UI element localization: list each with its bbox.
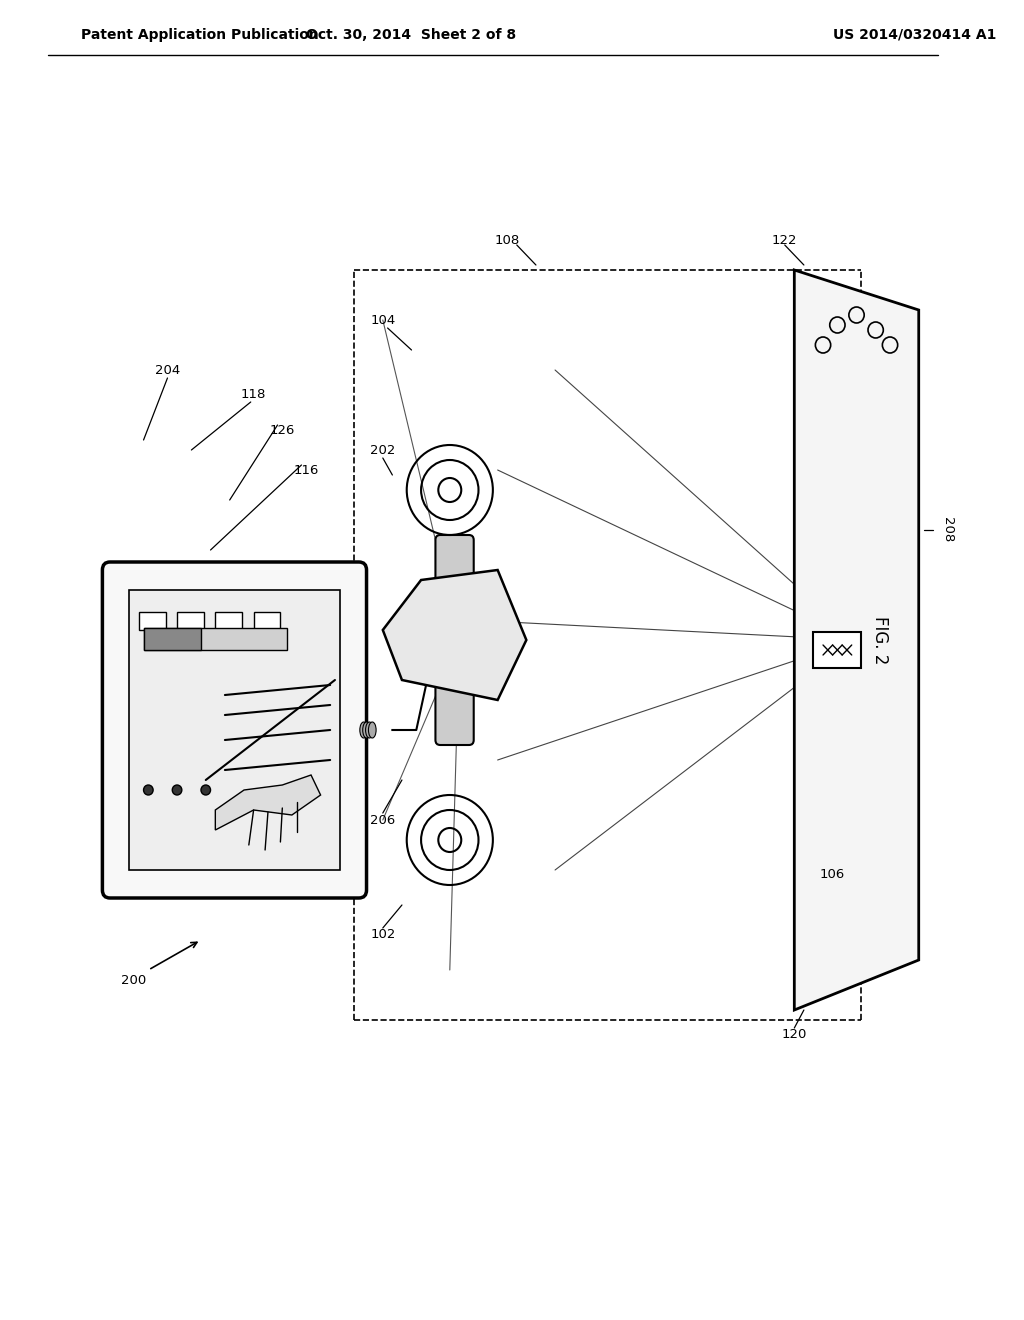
Bar bbox=[129, 590, 340, 870]
Text: 104: 104 bbox=[371, 314, 395, 326]
Text: FIG. 2: FIG. 2 bbox=[871, 616, 890, 664]
Polygon shape bbox=[795, 271, 919, 1010]
Text: 114: 114 bbox=[163, 784, 187, 796]
Text: 118: 118 bbox=[241, 388, 266, 401]
Bar bbox=[215, 612, 242, 630]
Text: 126: 126 bbox=[269, 424, 295, 437]
Text: 204: 204 bbox=[155, 363, 180, 376]
Bar bbox=[143, 628, 201, 649]
Polygon shape bbox=[215, 775, 321, 830]
Text: 200: 200 bbox=[122, 974, 146, 986]
Text: Oct. 30, 2014  Sheet 2 of 8: Oct. 30, 2014 Sheet 2 of 8 bbox=[306, 28, 516, 42]
Circle shape bbox=[201, 785, 211, 795]
Text: 202: 202 bbox=[370, 444, 395, 457]
Text: 106: 106 bbox=[820, 869, 845, 882]
Text: 122: 122 bbox=[772, 234, 798, 247]
Circle shape bbox=[143, 785, 154, 795]
Bar bbox=[177, 612, 204, 630]
Bar bbox=[143, 628, 287, 649]
Text: 116: 116 bbox=[294, 463, 318, 477]
Text: US 2014/0320414 A1: US 2014/0320414 A1 bbox=[833, 28, 996, 42]
Circle shape bbox=[172, 785, 182, 795]
Text: 208: 208 bbox=[941, 517, 954, 543]
Text: 124: 124 bbox=[246, 768, 271, 781]
Text: 206: 206 bbox=[371, 813, 395, 826]
FancyBboxPatch shape bbox=[102, 562, 367, 898]
FancyBboxPatch shape bbox=[435, 535, 474, 744]
Ellipse shape bbox=[362, 722, 371, 738]
Ellipse shape bbox=[366, 722, 373, 738]
Ellipse shape bbox=[359, 722, 368, 738]
Text: 120: 120 bbox=[781, 1028, 807, 1041]
Bar bbox=[139, 612, 166, 630]
Text: 108: 108 bbox=[495, 234, 520, 247]
Ellipse shape bbox=[369, 722, 376, 738]
Polygon shape bbox=[383, 570, 526, 700]
Text: 102: 102 bbox=[370, 928, 395, 941]
Text: Patent Application Publication: Patent Application Publication bbox=[81, 28, 319, 42]
Bar bbox=[254, 612, 281, 630]
Bar bbox=[813, 632, 861, 668]
